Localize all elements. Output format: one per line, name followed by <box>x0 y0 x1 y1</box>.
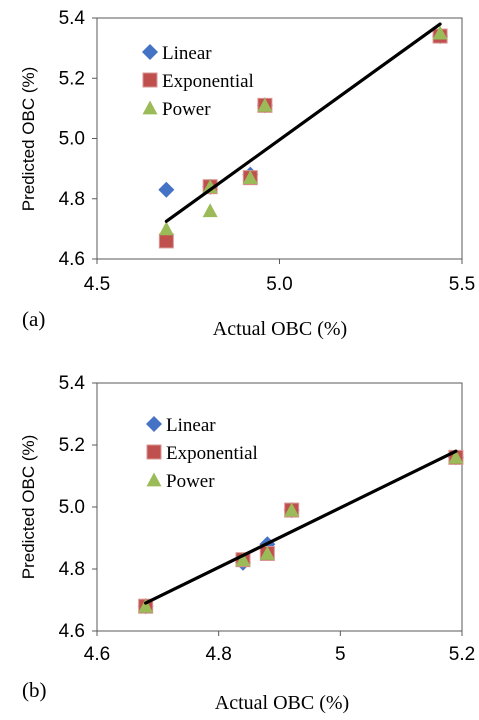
data-point-linear <box>158 182 174 198</box>
y-axis-title: Predicted OBC (%) <box>19 67 38 212</box>
data-point-power <box>159 221 174 235</box>
x-tick-label: 4.5 <box>84 274 110 295</box>
legend-label-linear: Linear <box>162 43 212 64</box>
legend-label-power: Power <box>166 471 215 492</box>
y-axis-title: Predicted OBC (%) <box>19 435 38 580</box>
y-tick-label: 4.8 <box>59 559 85 580</box>
legend-label-power: Power <box>162 99 211 120</box>
x-tick-label: 4.8 <box>205 644 231 665</box>
x-tick-label: 4.6 <box>84 644 110 665</box>
legend-marker-linear <box>142 44 158 60</box>
legend-label-exponential: Exponential <box>166 443 258 464</box>
x-axis-title: Actual OBC (%) <box>215 692 349 714</box>
legend-marker-exponential <box>147 445 161 459</box>
x-tick-label: 5.2 <box>449 644 475 665</box>
y-tick-label: 5.2 <box>59 435 85 456</box>
legend-marker-linear <box>146 416 162 432</box>
x-tick-label: 5.5 <box>449 274 475 295</box>
x-axis-title: Actual OBC (%) <box>213 318 347 340</box>
y-tick-label: 4.6 <box>59 621 85 642</box>
chart-b: 4.6 4.8 5 5.2 4.6 4.8 5.0 5.2 5.4 Actual OBC (%) P… <box>0 360 479 720</box>
data-point-exponential <box>159 234 173 248</box>
y-tick-label: 5.0 <box>59 497 85 518</box>
x-tick-label: 5.0 <box>266 274 292 295</box>
y-tick-label: 5.4 <box>59 8 86 29</box>
y-tick-label: 5.0 <box>59 129 85 150</box>
panel-label: (b) <box>22 678 47 702</box>
legend-label-linear: Linear <box>166 415 216 436</box>
y-tick-label: 5.2 <box>59 68 85 89</box>
legend-marker-power <box>143 101 158 115</box>
y-tick-label: 4.8 <box>59 189 85 210</box>
y-tick-label: 4.6 <box>59 249 85 270</box>
legend-label-exponential: Exponential <box>162 71 254 92</box>
chart-a: 4.5 5.0 5.5 4.6 4.8 5.0 5.2 5.4 Actual OBC (%) Pr… <box>0 0 479 360</box>
legend-marker-power <box>147 473 162 487</box>
panel-label: (a) <box>22 307 45 331</box>
x-tick-label: 5 <box>335 644 346 665</box>
legend-marker-exponential <box>143 73 157 87</box>
data-point-power <box>203 203 218 217</box>
y-tick-label: 5.4 <box>59 373 86 394</box>
